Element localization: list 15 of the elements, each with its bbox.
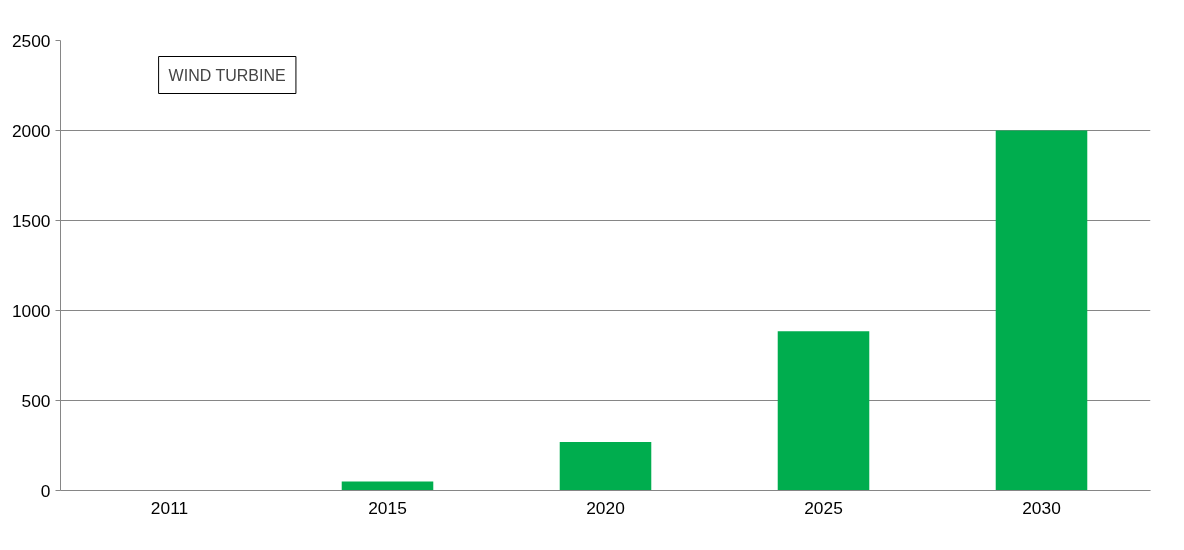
y-tick-label: 2500 — [11, 30, 51, 51]
x-tick-label: 2015 — [368, 497, 407, 518]
text: WIND TURBINE — [168, 66, 286, 84]
y-tick-label: 2000 — [11, 120, 51, 141]
x-tick-label: 2011 — [150, 497, 189, 518]
bar — [777, 331, 870, 491]
x-tick-label: 2030 — [1022, 497, 1061, 518]
bar — [995, 130, 1088, 491]
y-tick-label: 1500 — [11, 210, 51, 231]
x-tick-label: 2020 — [586, 497, 625, 518]
y-tick-label: 1000 — [11, 300, 51, 321]
bar — [559, 441, 652, 491]
y-tick-label: 500 — [21, 390, 51, 411]
x-tick-label: 2025 — [804, 497, 843, 518]
y-tick-label: 0 — [40, 480, 51, 501]
